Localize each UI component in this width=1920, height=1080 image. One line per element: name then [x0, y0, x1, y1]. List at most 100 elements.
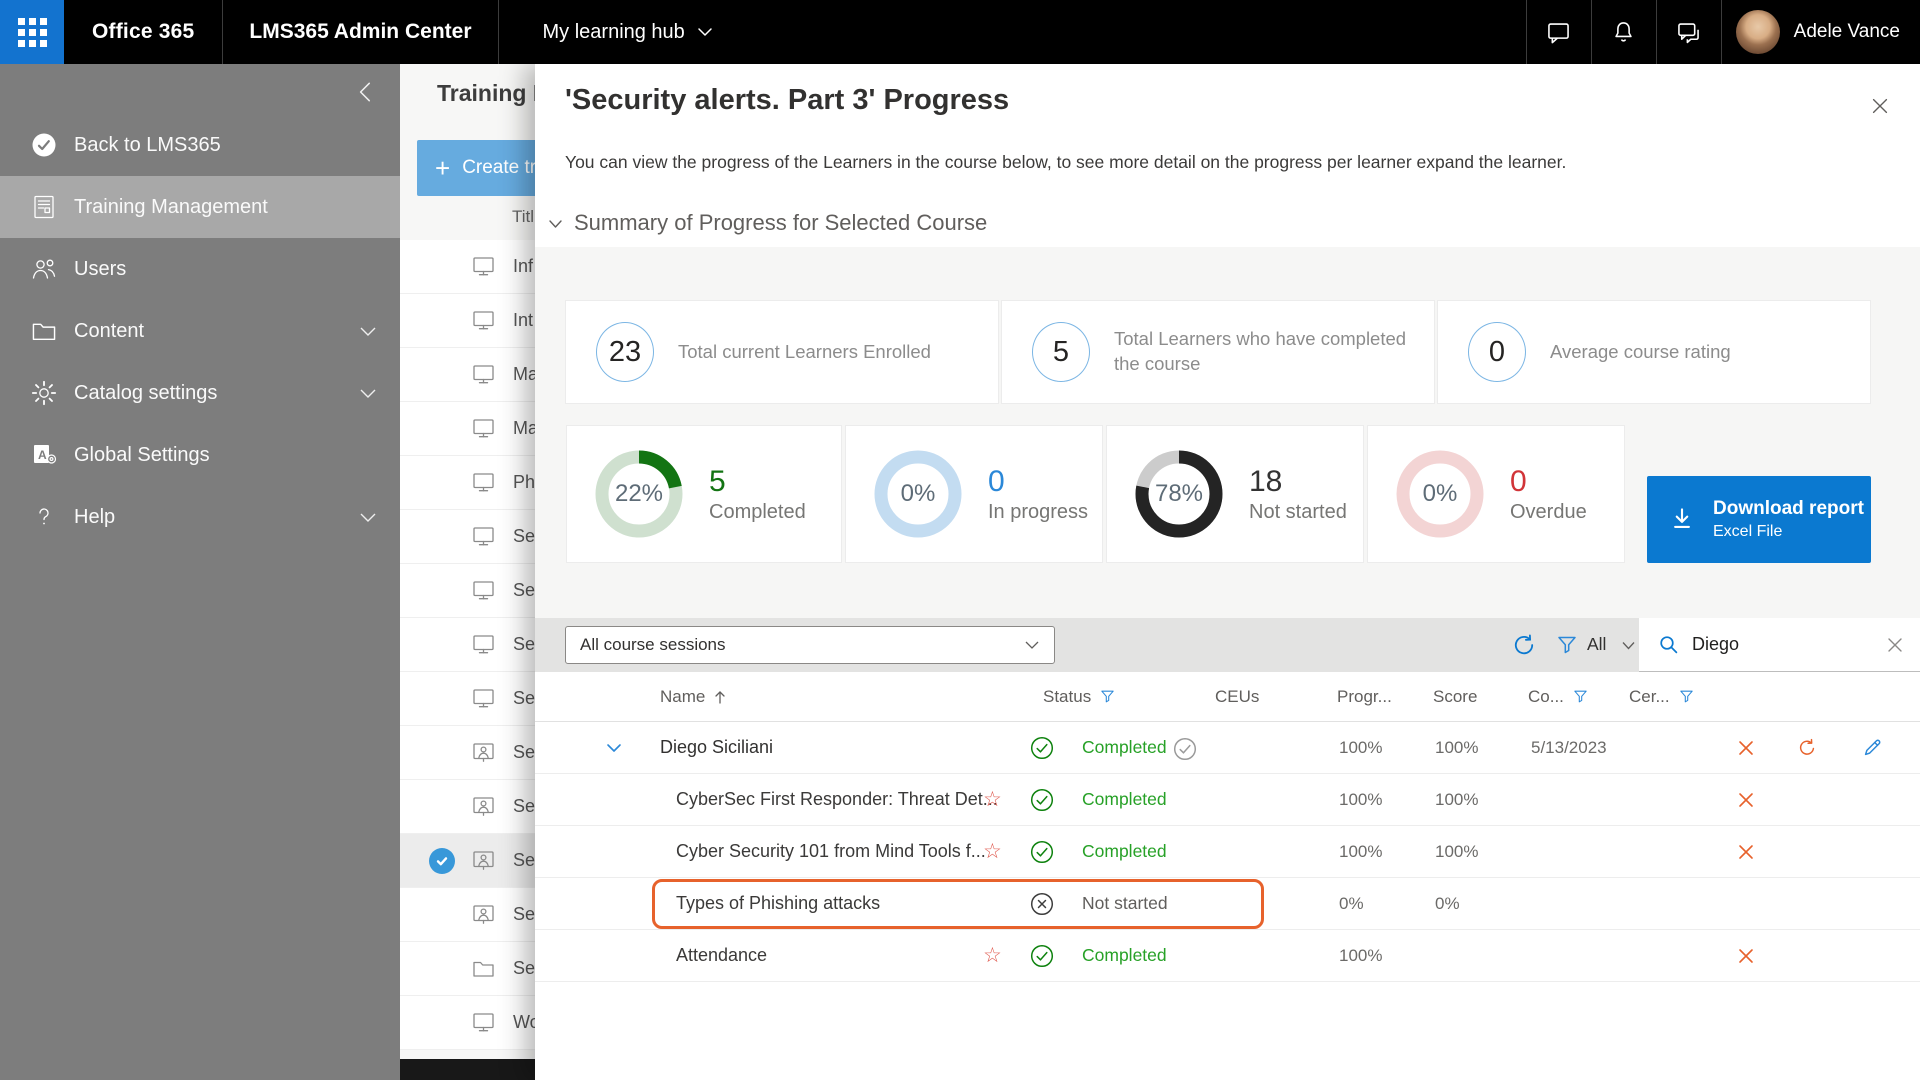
sidebar-item-label: Global Settings [74, 443, 210, 466]
sidebar-item-catalog-settings[interactable]: Catalog settings [0, 362, 400, 424]
column-header-score[interactable]: Score [1433, 672, 1477, 721]
training-title: Wo [513, 1012, 535, 1032]
remove-learner-icon[interactable] [1735, 737, 1757, 759]
training-row[interactable]: Se [400, 672, 535, 726]
training-row[interactable]: Se [400, 780, 535, 834]
status-text: Completed [1082, 945, 1167, 965]
column-header-ceus[interactable]: CEUs [1215, 672, 1259, 721]
monitor-icon [470, 1009, 497, 1036]
remove-icon[interactable] [1735, 945, 1757, 967]
status-header-label: Status [1043, 686, 1092, 706]
global-a-icon: A [24, 435, 64, 475]
column-header-progress[interactable]: Progr... [1337, 672, 1392, 721]
training-title: Int [513, 310, 534, 330]
sidebar-item-back-to-lms365[interactable]: Back to LMS365 [0, 114, 400, 176]
training-row[interactable]: Se [400, 618, 535, 672]
star-icon[interactable]: ☆ [983, 788, 1002, 811]
donut-chart-overdue: 0% [1390, 444, 1490, 544]
training-row[interactable]: Inf [400, 240, 535, 294]
training-row[interactable]: Ph [400, 456, 535, 510]
column-header-status[interactable]: Status [1043, 672, 1116, 721]
course-sessions-dropdown[interactable]: All course sessions [565, 626, 1055, 664]
bell-icon[interactable] [1592, 0, 1656, 64]
sidebar-item-content[interactable]: Content [0, 300, 400, 362]
filter-scope-label[interactable]: All [1587, 634, 1607, 654]
course-row[interactable]: CyberSec First Responder: Threat Det... … [535, 774, 1920, 826]
column-header-certificate[interactable]: Cer... [1629, 672, 1695, 721]
training-row-selected[interactable]: Se [400, 834, 535, 888]
topbar-divider [1655, 0, 1657, 64]
progress-header-label: Progr... [1337, 686, 1392, 706]
training-row[interactable]: Se [400, 942, 535, 996]
learner-row[interactable]: Diego Siciliani Completed 100% 100% 5/13… [535, 722, 1920, 774]
progress-value: 100% [1339, 737, 1383, 757]
clear-search-icon[interactable] [1884, 634, 1906, 656]
collapse-chevron-icon[interactable] [602, 736, 626, 760]
donut-count: 18 [1249, 464, 1283, 498]
donut-label: In progress [988, 500, 1089, 523]
sidebar-item-help[interactable]: Help [0, 486, 400, 548]
remove-icon[interactable] [1735, 841, 1757, 863]
sidebar-item-global-settings[interactable]: A Global Settings [0, 424, 400, 486]
training-row[interactable]: Se [400, 888, 535, 942]
topbar-divider [222, 0, 224, 64]
course-name: CyberSec First Responder: Threat Det... [676, 789, 998, 809]
training-row[interactable]: Ma [400, 402, 535, 456]
close-icon[interactable] [1864, 90, 1896, 122]
course-row[interactable]: Cyber Security 101 from Mind Tools f... … [535, 826, 1920, 878]
course-row[interactable]: Attendance ☆ Completed 100% [535, 930, 1920, 982]
stat-label: Total Learners who have completed the co… [1114, 328, 1407, 374]
training-row[interactable]: Int [400, 294, 535, 348]
star-icon[interactable]: ☆ [983, 944, 1002, 967]
chevron-down-icon[interactable] [1621, 639, 1636, 652]
refresh-icon[interactable] [1511, 632, 1537, 658]
star-icon[interactable]: ☆ [983, 840, 1002, 863]
score-value: 100% [1435, 841, 1479, 861]
summary-section-toggle[interactable]: Summary of Progress for Selected Course [546, 210, 987, 236]
search-input[interactable] [1690, 633, 1870, 656]
progress-panel: 'Security alerts. Part 3' Progress You c… [535, 64, 1920, 1080]
feedback-icon[interactable] [1657, 0, 1721, 64]
app-launcher-icon[interactable] [0, 0, 64, 64]
score-value: 100% [1435, 789, 1479, 809]
progress-value: 100% [1339, 789, 1383, 809]
column-header-completed[interactable]: Co... [1528, 672, 1589, 721]
sidebar-item-training-management[interactable]: Training Management [0, 176, 400, 238]
completed-check-circle-icon [1029, 787, 1055, 813]
remove-icon[interactable] [1735, 789, 1757, 811]
training-row[interactable]: Se [400, 564, 535, 618]
training-row[interactable]: Se [400, 510, 535, 564]
person-board-icon [470, 901, 497, 928]
chevron-down-icon [358, 508, 378, 526]
create-training-button[interactable]: + Create tra [417, 140, 535, 196]
download-report-button[interactable]: Download report Excel File [1647, 476, 1871, 563]
donut-percent: 78% [1154, 480, 1204, 507]
progress-donuts: 22% 5 Completed 0% 0 In progress 78% 18 Not star… [566, 425, 1625, 563]
brand-admin-center[interactable]: LMS365 Admin Center [249, 20, 472, 43]
table-body: Diego Siciliani Completed 100% 100% 5/13… [535, 722, 1920, 982]
edit-icon[interactable] [1861, 737, 1883, 759]
training-title: Se [513, 688, 535, 708]
training-row[interactable]: Se [400, 726, 535, 780]
retake-course-icon[interactable] [1796, 737, 1818, 759]
completed-filter-icon[interactable] [1572, 688, 1589, 705]
hub-selector[interactable]: My learning hub [499, 21, 735, 44]
course-name: Cyber Security 101 from Mind Tools f... [676, 841, 986, 861]
filter-icon[interactable] [1555, 633, 1579, 657]
certificate-filter-icon[interactable] [1678, 688, 1695, 705]
course-row-highlighted[interactable]: Types of Phishing attacks Not started 0%… [535, 878, 1920, 930]
user-menu[interactable]: Adele Vance [1722, 10, 1920, 54]
chevron-down-icon [358, 384, 378, 402]
training-row[interactable]: Ma [400, 348, 535, 402]
brand-office365[interactable]: Office 365 [92, 20, 195, 43]
course-name: Attendance [676, 945, 768, 965]
chat-icon[interactable] [1527, 0, 1591, 64]
sidebar-collapse-chevron-icon[interactable] [348, 74, 384, 110]
sidebar-item-users[interactable]: Users [0, 238, 400, 300]
column-header-name[interactable]: Name [660, 672, 727, 721]
status-filter-icon[interactable] [1099, 688, 1116, 705]
monitor-icon [470, 415, 497, 442]
table-header: Name Status CEUs Progr... Score Co... [535, 672, 1920, 722]
training-row[interactable]: Wo [400, 996, 535, 1050]
status-text: Not started [1082, 893, 1168, 913]
